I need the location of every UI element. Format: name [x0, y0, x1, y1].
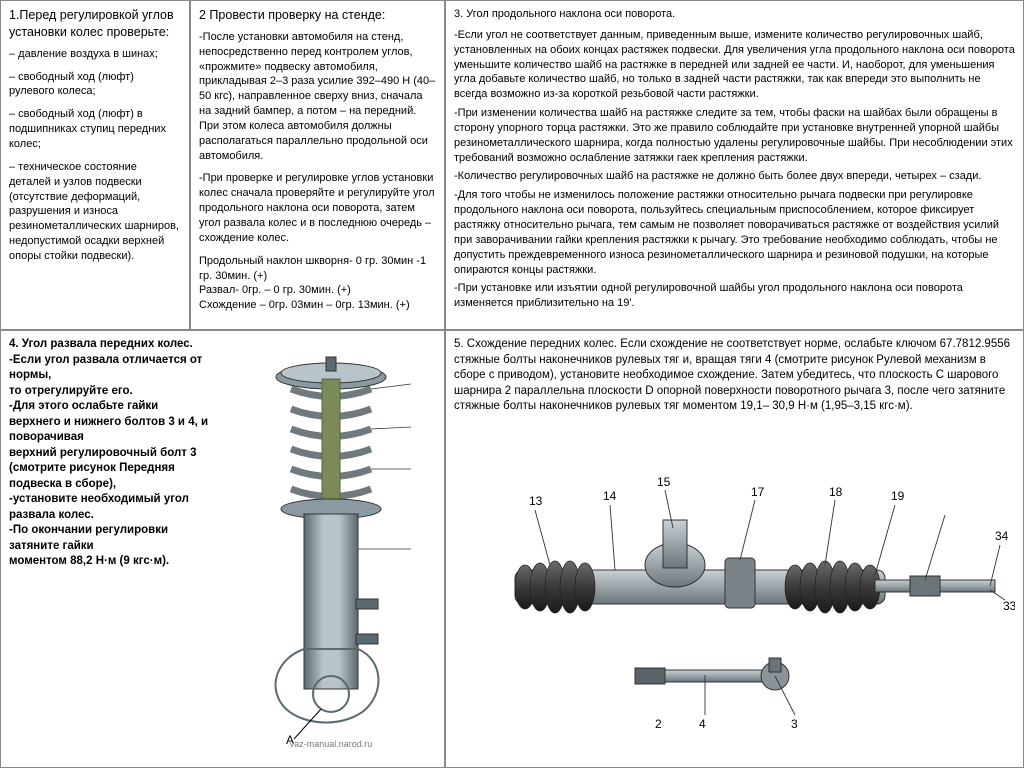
section-3-p: -Для того чтобы не изменилось положение …	[454, 188, 1015, 277]
section-4-line: верхний регулировочный болт 3	[9, 446, 218, 462]
section-4-line: -По окончании регулировки затяните гайки	[9, 523, 218, 554]
callout-label: 14	[603, 489, 617, 503]
section-4-line: то отрегулируйте его.	[9, 384, 218, 400]
section-4: 4. Угол развала передних колес. -Если уг…	[0, 330, 445, 768]
strut-diagram-icon: A vaz-manual.narod.ru	[226, 349, 436, 749]
section-3-heading: 3. Угол продольного наклона оси поворота…	[454, 7, 1015, 22]
section-4-line: -установите необходимый угол развала кол…	[9, 492, 218, 523]
callout-label: 17	[751, 485, 765, 499]
section-2-line: Продольный наклон шкворня- 0 гр. 30мин -…	[199, 254, 436, 284]
callout-label: 19	[891, 489, 905, 503]
section-1-item: – давление воздуха в шинах;	[9, 47, 181, 62]
section-1-heading: 1.Перед регулировкой углов установки кол…	[9, 7, 181, 41]
section-4-heading: 4. Угол развала передних колес.	[9, 337, 218, 353]
section-4-line: -Для этого ослабьте гайки	[9, 399, 218, 415]
section-3-p: -При установке или изъятии одной регулир…	[454, 281, 1015, 311]
section-3: 3. Угол продольного наклона оси поворота…	[445, 0, 1024, 330]
section-4-line: (смотрите рисунок Передняя подвеска в сб…	[9, 461, 218, 492]
section-4-line: верхнего и нижнего болтов 3 и 4, и повор…	[9, 415, 218, 446]
callout-label: 15	[657, 475, 671, 489]
section-2-line: Развал- 0гр. – 0 гр. 30мин. (+)	[199, 283, 436, 298]
section-5: 5. Схождение передних колес. Если схожде…	[445, 330, 1024, 768]
section-4-line: моментом 88,2 Н·м (9 кгс·м).	[9, 554, 218, 570]
section-2-heading: 2 Провести проверку на стенде:	[199, 7, 436, 24]
section-2-p: -При проверке и регулировке углов устано…	[199, 171, 436, 245]
callout-label: 13	[529, 494, 543, 508]
document-page: 1.Перед регулировкой углов установки кол…	[0, 0, 1024, 768]
section-5-heading: 5. Схождение передних колес. Если схожде…	[454, 337, 1015, 415]
section-4-line: -Если угол развала отличается от нормы,	[9, 353, 218, 384]
section-4-text: 4. Угол развала передних колес. -Если уг…	[9, 337, 218, 761]
callout-label: 34	[995, 529, 1009, 543]
callout-label: 18	[829, 485, 843, 499]
callout-label: 4	[699, 717, 706, 730]
callout-label: 2	[655, 717, 662, 730]
section-1-item: – техническое состояние деталей и узлов …	[9, 160, 181, 264]
section-2: 2 Провести проверку на стенде: -После ус…	[190, 0, 445, 330]
section-2-line: Схождение – 0гр. 03мин – 0гр. 13мин. (+)	[199, 298, 436, 313]
section-5-figure: 13 14 15 17 18 19 34 33 4 3 2	[454, 419, 1015, 761]
section-3-p: -При изменении количества шайб на растяж…	[454, 106, 1015, 165]
section-4-figure: A vaz-manual.narod.ru	[226, 337, 436, 761]
callout-label: 33	[1003, 599, 1015, 613]
callout-label: 3	[791, 717, 798, 730]
section-1-item: – свободный ход (люфт) рулевого колеса;	[9, 70, 181, 100]
section-3-p: -Если угол не соответствует данным, прив…	[454, 28, 1015, 102]
figure-caption: vaz-manual.narod.ru	[290, 739, 373, 749]
section-1: 1.Перед регулировкой углов установки кол…	[0, 0, 190, 330]
steering-rack-diagram-icon: 13 14 15 17 18 19 34 33 4 3 2	[455, 450, 1015, 730]
section-2-p: -После установки автомобиля на стенд, не…	[199, 30, 436, 164]
section-1-item: – свободный ход (люфт) в подшипниках сту…	[9, 107, 181, 152]
section-3-p: -Количество регулировочных шайб на растя…	[454, 169, 1015, 184]
